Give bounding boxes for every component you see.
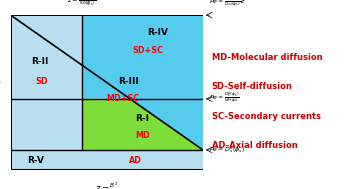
Polygon shape <box>82 65 130 99</box>
Text: $Pe=\frac{D_s^a(\phi_s)}{k\delta(\phi_s)}$: $Pe=\frac{D_s^a(\phi_s)}{k\delta(\phi_s)… <box>209 91 240 106</box>
Text: MD: MD <box>135 131 150 140</box>
Text: $Pe=D_s^a(\phi_s)$: $Pe=D_s^a(\phi_s)$ <box>209 145 245 155</box>
Text: $Pe=UB/D$: $Pe=UB/D$ <box>0 73 3 112</box>
Text: $z=\frac{D_{so}(\phi_s)}{k\delta(\phi_s)}$: $z=\frac{D_{so}(\phi_s)}{k\delta(\phi_s)… <box>67 0 96 9</box>
Text: SD+SC: SD+SC <box>133 46 164 55</box>
Polygon shape <box>11 150 203 170</box>
Text: AD: AD <box>129 156 142 165</box>
Polygon shape <box>11 15 82 150</box>
Text: MD-Molecular diffusion: MD-Molecular diffusion <box>212 53 323 62</box>
Text: SC-Secondary currents: SC-Secondary currents <box>212 112 321 121</box>
Polygon shape <box>82 99 203 150</box>
Text: AD-Axial diffusion: AD-Axial diffusion <box>212 141 298 150</box>
Polygon shape <box>82 15 203 150</box>
Text: R-I: R-I <box>135 114 150 123</box>
Text: MD+SC: MD+SC <box>107 94 140 103</box>
Text: $z=\frac{B^2}{a^2}$: $z=\frac{B^2}{a^2}$ <box>95 181 119 189</box>
Text: R-III: R-III <box>119 77 139 86</box>
Text: R-IV: R-IV <box>147 28 168 37</box>
Text: SD-Self-diffusion: SD-Self-diffusion <box>212 82 293 91</box>
Text: $Pe=\frac{D_s^a(\phi_s)}{D_{so}(\phi_s)}z$: $Pe=\frac{D_s^a(\phi_s)}{D_{so}(\phi_s)}… <box>209 0 245 10</box>
Text: SD: SD <box>35 77 48 86</box>
Text: R-V: R-V <box>27 156 44 165</box>
Text: R-II: R-II <box>31 57 48 66</box>
